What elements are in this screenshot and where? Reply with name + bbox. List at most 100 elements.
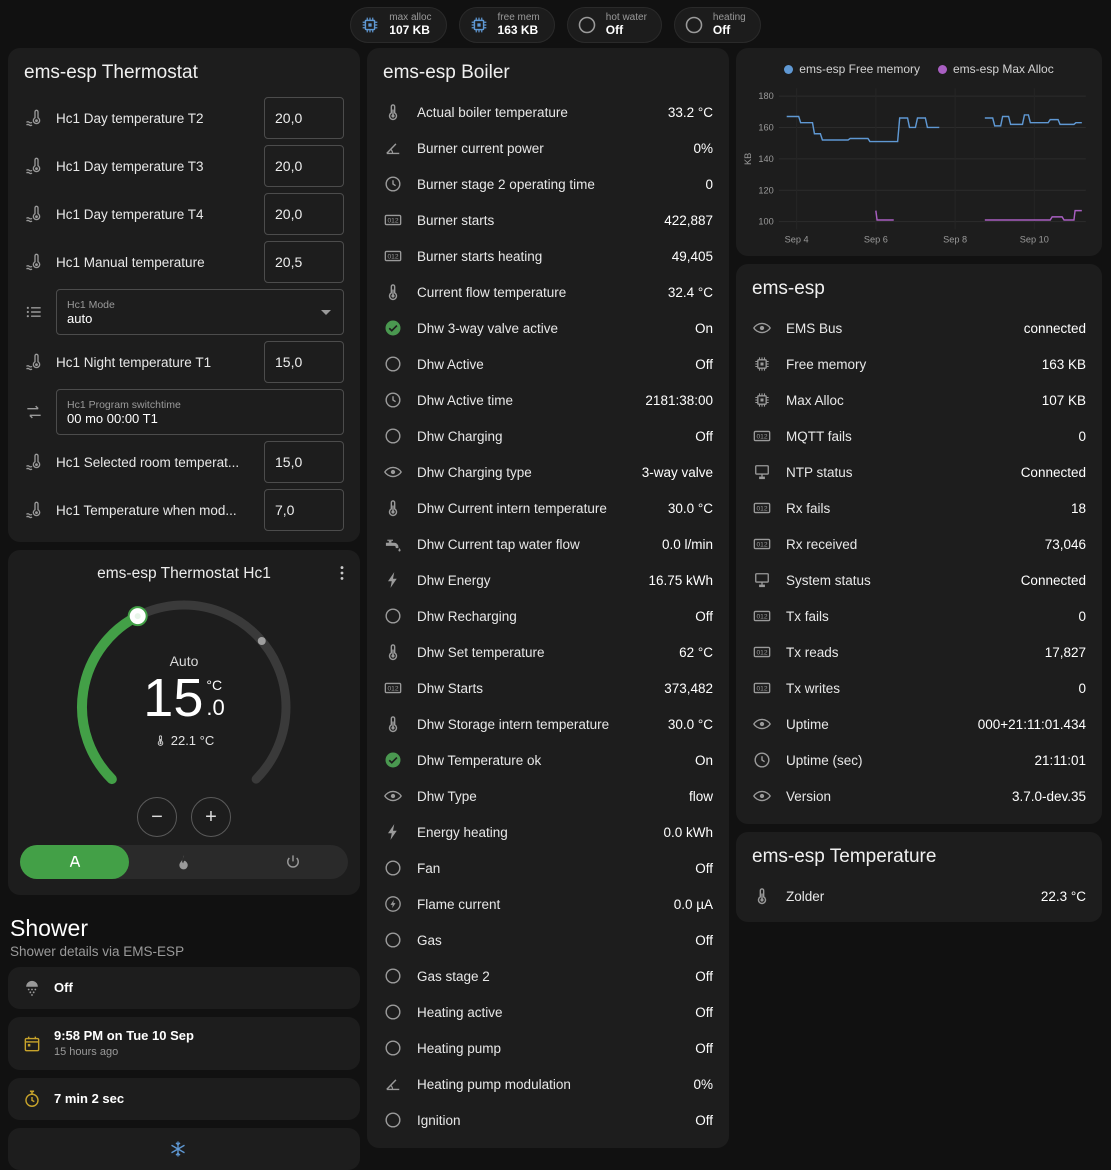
entity-row[interactable]: Dhw Energy 16.75 kWh xyxy=(367,562,729,598)
entity-row[interactable]: Dhw Active Off xyxy=(367,346,729,382)
entity-row[interactable]: Dhw Charging Off xyxy=(367,418,729,454)
entity-value: 422,887 xyxy=(664,212,713,228)
entity-row[interactable]: Dhw Temperature ok On xyxy=(367,742,729,778)
entity-row[interactable]: Dhw Current tap water flow 0.0 l/min xyxy=(367,526,729,562)
legend-item[interactable]: ems-esp Free memory xyxy=(784,62,920,76)
entity-row[interactable]: Uptime (sec) 21:11:01 xyxy=(736,742,1102,778)
hvac-mode-button[interactable] xyxy=(129,845,238,879)
entity-row[interactable]: Gas stage 2 Off xyxy=(367,958,729,994)
entity-row[interactable]: Current flow temperature 32.4 °C xyxy=(367,274,729,310)
section-subtitle: Shower details via EMS-ESP xyxy=(10,944,185,959)
entity-row[interactable]: Heating pump modulation 0% xyxy=(367,1066,729,1102)
entity-row[interactable]: Dhw Type flow xyxy=(367,778,729,814)
entity-row[interactable]: Dhw Set temperature 62 °C xyxy=(367,634,729,670)
boiler-rows: Actual boiler temperature 33.2 °C Burner… xyxy=(367,94,729,1138)
entity-row[interactable]: Flame current 0.0 µA xyxy=(367,886,729,922)
entity-row[interactable]: Burner starts heating 49,405 xyxy=(367,238,729,274)
card-secondary-text: 15 hours ago xyxy=(54,1045,119,1058)
entity-row[interactable]: Max Alloc 107 KB xyxy=(736,382,1102,418)
shower-card[interactable]: 9:58 PM on Tue 10 Sep 15 hours ago xyxy=(8,1017,360,1071)
entity-row[interactable]: Fan Off xyxy=(367,850,729,886)
entity-row[interactable]: Actual boiler temperature 33.2 °C xyxy=(367,94,729,130)
shower-card[interactable] xyxy=(8,1128,360,1170)
legend-label: ems-esp Max Alloc xyxy=(953,62,1054,76)
entity-row[interactable]: Dhw Starts 373,482 xyxy=(367,670,729,706)
thermo-water-icon xyxy=(24,352,44,372)
dial-readout: Auto 15 °C .0 22.1 °C xyxy=(59,585,309,837)
entity-value: 0% xyxy=(693,140,713,156)
entity-row[interactable]: System status Connected xyxy=(736,562,1102,598)
number-input[interactable]: 20,5 xyxy=(264,241,344,283)
hvac-mode-button[interactable] xyxy=(239,845,348,879)
hvac-mode-button[interactable] xyxy=(20,845,130,879)
field-input[interactable]: Hc1 Mode auto xyxy=(56,289,344,335)
entity-row[interactable]: Version 3.7.0-dev.35 xyxy=(736,778,1102,814)
number-input[interactable]: 20,0 xyxy=(264,145,344,187)
right-column: ems-esp Free memory ems-esp Max Alloc 10… xyxy=(736,48,1102,922)
entity-row[interactable]: Energy heating 0.0 kWh xyxy=(367,814,729,850)
entity-name: Ignition xyxy=(417,1112,461,1128)
status-badge[interactable]: free mem 163 KB xyxy=(458,7,555,43)
thermostat-dial[interactable]: Auto 15 °C .0 22.1 °C − + xyxy=(59,585,309,837)
number-input[interactable]: 7,0 xyxy=(264,489,344,531)
entity-row[interactable]: Tx writes 0 xyxy=(736,670,1102,706)
entity-name: Uptime xyxy=(786,716,829,732)
entity-row[interactable]: Dhw Charging type 3-way valve xyxy=(367,454,729,490)
entity-row[interactable]: Dhw Current intern temperature 30.0 °C xyxy=(367,490,729,526)
more-options-icon[interactable] xyxy=(332,563,352,583)
counter-icon xyxy=(752,606,772,626)
flash-circle-icon xyxy=(383,894,403,914)
entity-row[interactable]: Tx fails 0 xyxy=(736,598,1102,634)
entity-row[interactable]: NTP status Connected xyxy=(736,454,1102,490)
number-input[interactable]: 20,0 xyxy=(264,97,344,139)
svg-text:140: 140 xyxy=(758,154,773,164)
entity-name: NTP status xyxy=(786,464,853,480)
entity-row[interactable]: Uptime 000+21:11:01.434 xyxy=(736,706,1102,742)
number-input[interactable]: 20,0 xyxy=(264,193,344,235)
entity-row[interactable]: Free memory 163 KB xyxy=(736,346,1102,382)
entity-row[interactable]: Burner current power 0% xyxy=(367,130,729,166)
status-badge[interactable]: hot water Off xyxy=(566,7,662,43)
entity-row[interactable]: Heating active Off xyxy=(367,994,729,1030)
dial-arc[interactable] xyxy=(59,585,309,837)
shower-card[interactable]: 7 min 2 sec xyxy=(8,1078,360,1121)
status-badge[interactable]: heating Off xyxy=(673,7,761,43)
entity-row[interactable]: Burner starts 422,887 xyxy=(367,202,729,238)
entity-row[interactable]: EMS Bus connected xyxy=(736,310,1102,346)
entity-row[interactable]: Dhw Recharging Off xyxy=(367,598,729,634)
legend-item[interactable]: ems-esp Max Alloc xyxy=(938,62,1054,76)
entity-row[interactable]: Burner stage 2 operating time 0 xyxy=(367,166,729,202)
number-input[interactable]: 15,0 xyxy=(264,441,344,483)
entity-row: 00 mo 00:00 T1 Hc1 Program switchtime 00… xyxy=(8,386,360,438)
entity-row[interactable]: Rx received 73,046 xyxy=(736,526,1102,562)
increase-temperature-button[interactable]: + xyxy=(191,797,231,837)
entity-row[interactable]: Dhw Active time 2181:38:00 xyxy=(367,382,729,418)
entity-name: Fan xyxy=(417,860,441,876)
entity-row[interactable]: Tx reads 17,827 xyxy=(736,634,1102,670)
entity-row[interactable]: Gas Off xyxy=(367,922,729,958)
thermo-icon xyxy=(383,102,403,122)
entity-row[interactable]: Dhw 3-way valve active On xyxy=(367,310,729,346)
decrease-temperature-button[interactable]: − xyxy=(137,797,177,837)
dashboard: ems-esp Thermostat Hc1 Day temperature T… xyxy=(8,48,1102,1170)
thermo-water-icon xyxy=(24,252,44,272)
entity-row[interactable]: Dhw Storage intern temperature 30.0 °C xyxy=(367,706,729,742)
number-input[interactable]: 15,0 xyxy=(264,341,344,383)
field-input[interactable]: Hc1 Program switchtime 00 mo 00:00 T1 xyxy=(56,389,344,435)
entity-row[interactable]: Zolder 22.3 °C xyxy=(736,878,1102,914)
entity-row[interactable]: Heating pump Off xyxy=(367,1030,729,1066)
section-title: Shower xyxy=(10,915,88,941)
entity-name: Burner starts heating xyxy=(417,248,543,264)
entity-row[interactable]: Rx fails 18 xyxy=(736,490,1102,526)
entity-row[interactable]: Ignition Off xyxy=(367,1102,729,1138)
entity-row[interactable]: MQTT fails 0 xyxy=(736,418,1102,454)
shower-card[interactable]: Off xyxy=(8,967,360,1009)
middle-column: ems-esp Boiler Actual boiler temperature… xyxy=(367,48,729,1148)
entity-value: Off xyxy=(695,1040,713,1056)
entity-value: 0.0 kWh xyxy=(663,824,713,840)
entity-value: 0% xyxy=(693,1076,713,1092)
badge-value: Off xyxy=(605,22,624,37)
status-badge[interactable]: max alloc 107 KB xyxy=(350,7,447,43)
entity-value: 000+21:11:01.434 xyxy=(977,716,1086,732)
thermo-water-icon xyxy=(24,156,44,176)
